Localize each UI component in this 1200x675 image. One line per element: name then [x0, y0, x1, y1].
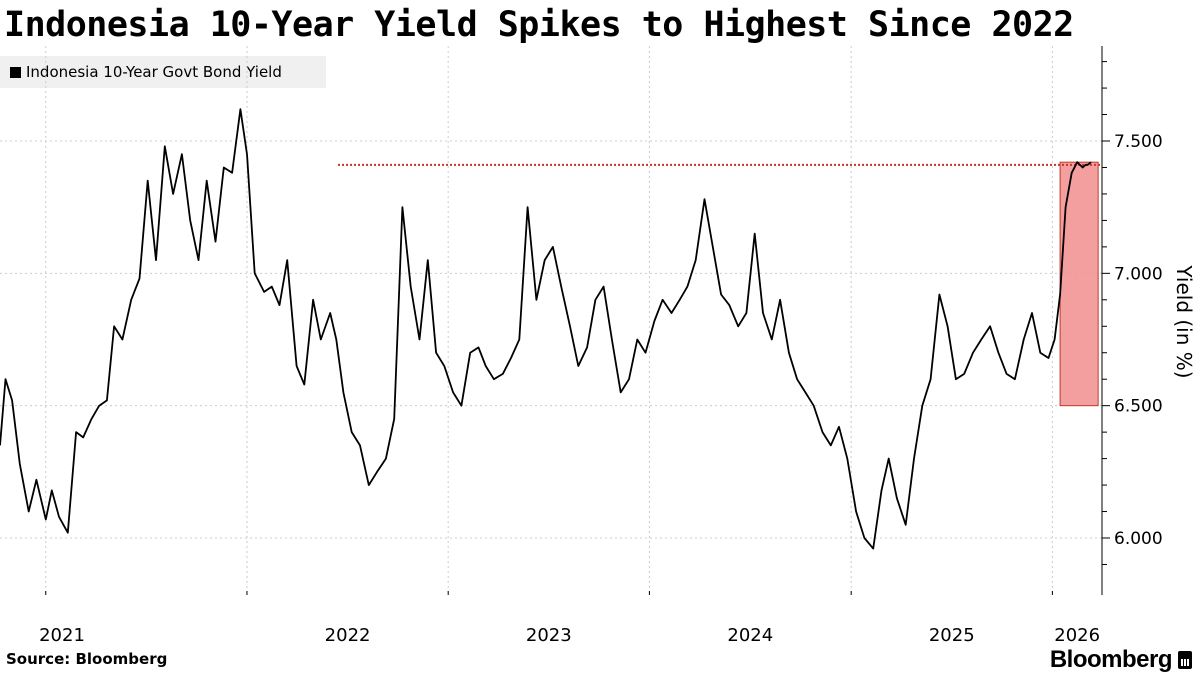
chart-title: Indonesia 10-Year Yield Spikes to Highes… [4, 5, 1074, 45]
series-layer [0, 108, 1092, 550]
y-tick-label: 6.000 [1114, 529, 1163, 549]
axis-layer: 6.000 6.500 7.000 7.500 2021 2022 2023 2024 2025… [39, 46, 1196, 646]
legend-swatch [10, 66, 21, 78]
x-tick-label: 2024 [727, 625, 773, 646]
legend: Indonesia 10-Year Govt Bond Yield [0, 56, 326, 88]
y-axis-title: Yield (in %) [1172, 264, 1196, 378]
legend-label: Indonesia 10-Year Govt Bond Yield [26, 63, 282, 81]
grid [0, 46, 1102, 595]
x-tick-label: 2026 [1054, 625, 1100, 646]
x-tick-label: 2022 [325, 625, 371, 646]
x-tick-label: 2023 [526, 625, 572, 646]
highlight-region [1059, 161, 1099, 407]
source-note: Source: Bloomberg [6, 650, 168, 668]
y-tick-label: 7.500 [1114, 132, 1163, 152]
bloomberg-logo-icon [1178, 651, 1192, 669]
x-tick-label: 2021 [39, 625, 85, 646]
brand-name: Bloomberg [1049, 646, 1173, 673]
y-tick-label: 7.000 [1114, 264, 1163, 284]
brand: Bloomberg [1050, 646, 1192, 674]
y-tick-label: 6.500 [1114, 397, 1163, 417]
x-tick-label: 2025 [929, 625, 975, 646]
series-line [0, 108, 1092, 550]
